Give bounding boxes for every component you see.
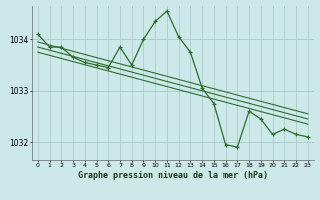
X-axis label: Graphe pression niveau de la mer (hPa): Graphe pression niveau de la mer (hPa) <box>78 171 268 180</box>
